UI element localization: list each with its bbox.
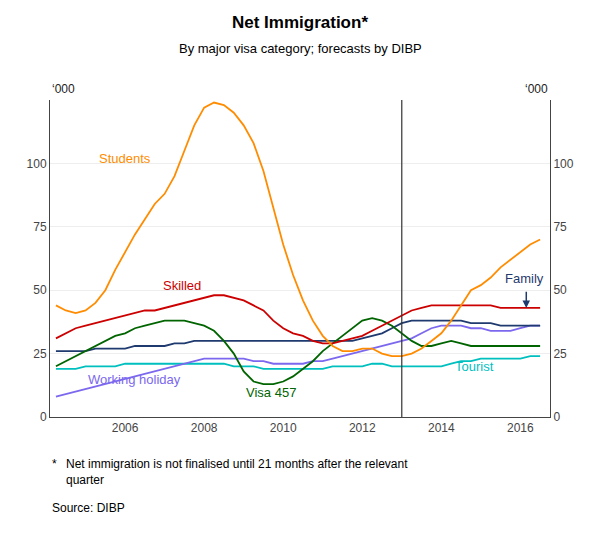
svg-text:2016: 2016 bbox=[507, 421, 534, 435]
svg-text:2008: 2008 bbox=[191, 421, 218, 435]
svg-text:Source: DIBP: Source: DIBP bbox=[52, 501, 125, 515]
svg-text:50: 50 bbox=[33, 283, 47, 297]
svg-text:2010: 2010 bbox=[270, 421, 297, 435]
svg-text:2014: 2014 bbox=[428, 421, 455, 435]
svg-text:0: 0 bbox=[553, 410, 560, 424]
svg-text:Tourist: Tourist bbox=[455, 359, 494, 374]
svg-text:*: * bbox=[52, 457, 57, 471]
svg-text:25: 25 bbox=[553, 347, 567, 361]
svg-text:2012: 2012 bbox=[349, 421, 376, 435]
svg-text:Skilled: Skilled bbox=[163, 278, 201, 293]
svg-text:75: 75 bbox=[33, 220, 47, 234]
svg-text:‘000: ‘000 bbox=[525, 82, 548, 96]
svg-text:Family: Family bbox=[505, 271, 544, 286]
svg-text:0: 0 bbox=[40, 410, 47, 424]
svg-text:50: 50 bbox=[553, 283, 567, 297]
svg-text:Net immigration is not finalis: Net immigration is not finalised until 2… bbox=[66, 457, 408, 487]
svg-text:Working holiday: Working holiday bbox=[88, 372, 181, 387]
svg-text:By major visa category; foreca: By major visa category; forecasts by DIB… bbox=[179, 41, 422, 56]
svg-text:‘000: ‘000 bbox=[52, 82, 75, 96]
svg-text:Net Immigration*: Net Immigration* bbox=[232, 13, 368, 32]
svg-text:Visa 457: Visa 457 bbox=[246, 385, 296, 400]
svg-text:2006: 2006 bbox=[112, 421, 139, 435]
svg-text:25: 25 bbox=[33, 347, 47, 361]
svg-text:Students: Students bbox=[99, 151, 151, 166]
svg-text:75: 75 bbox=[553, 220, 567, 234]
svg-text:100: 100 bbox=[27, 157, 47, 171]
svg-text:100: 100 bbox=[553, 157, 573, 171]
